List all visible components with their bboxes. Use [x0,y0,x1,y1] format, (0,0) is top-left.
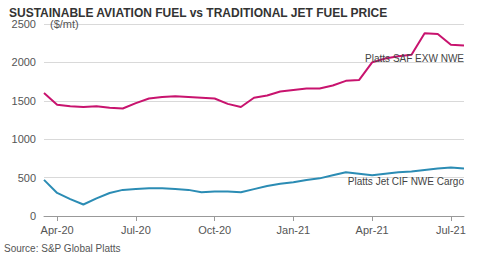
svg-text:Apr-20: Apr-20 [41,224,74,236]
svg-text:Jan-21: Jan-21 [277,224,311,236]
svg-text:2000: 2000 [12,56,36,68]
svg-text:Jul-20: Jul-20 [121,224,151,236]
svg-text:($/mt): ($/mt) [50,18,79,30]
svg-text:1000: 1000 [12,133,36,145]
svg-text:Apr-21: Apr-21 [356,224,389,236]
svg-text:Platts Jet CIF NWE Cargo: Platts Jet CIF NWE Cargo [348,176,465,187]
svg-text:0: 0 [30,210,36,222]
svg-text:SUSTAINABLE AVIATION FUEL vs T: SUSTAINABLE AVIATION FUEL vs TRADITIONAL… [9,6,387,20]
svg-text:Oct-20: Oct-20 [198,224,231,236]
svg-text:Jul-21: Jul-21 [436,224,466,236]
svg-text:2500: 2500 [11,18,36,30]
svg-text:Source: S&P Global Platts: Source: S&P Global Platts [4,243,121,254]
svg-text:Platts SAF EXW NWE: Platts SAF EXW NWE [365,53,464,64]
svg-text:1500: 1500 [12,95,36,107]
svg-text:500: 500 [18,172,36,184]
